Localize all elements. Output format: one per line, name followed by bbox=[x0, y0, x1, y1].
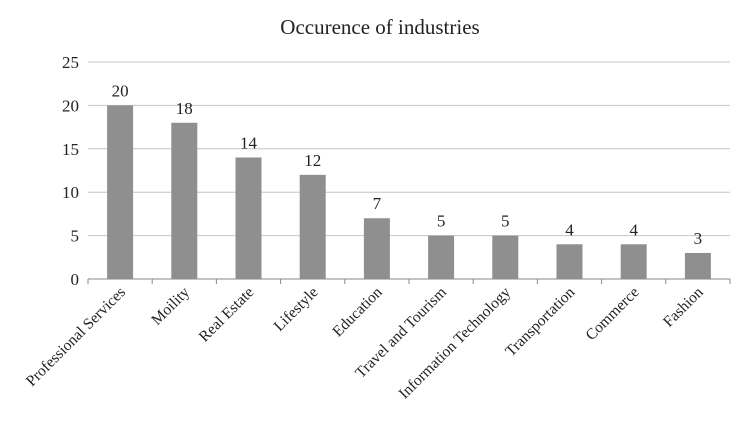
y-tick-label: 25 bbox=[62, 53, 79, 72]
bar bbox=[235, 157, 262, 279]
y-tick-label: 20 bbox=[62, 96, 79, 115]
data-label: 12 bbox=[304, 151, 321, 170]
bar bbox=[107, 105, 134, 280]
data-label: 5 bbox=[437, 212, 446, 231]
bar bbox=[556, 244, 583, 279]
y-tick-label: 5 bbox=[71, 227, 80, 246]
data-label: 3 bbox=[694, 229, 703, 248]
category-label: Professional Services bbox=[23, 284, 129, 390]
bar bbox=[299, 174, 326, 279]
category-label: Fashion bbox=[660, 284, 707, 331]
bar bbox=[620, 244, 647, 279]
bar bbox=[684, 252, 711, 279]
category-label: Information Technology bbox=[396, 284, 515, 403]
bar bbox=[428, 235, 455, 279]
data-label: 5 bbox=[501, 212, 510, 231]
y-tick-label: 10 bbox=[62, 183, 79, 202]
data-label: 7 bbox=[373, 194, 382, 213]
data-label: 18 bbox=[176, 99, 193, 118]
category-label: Real Estate bbox=[196, 284, 258, 346]
category-label: Lifestyle bbox=[271, 284, 322, 335]
data-label: 14 bbox=[240, 133, 258, 152]
data-label: 4 bbox=[565, 220, 574, 239]
y-axis-ticks: 0 5 10 15 20 25 bbox=[62, 53, 79, 289]
y-tick-label: 0 bbox=[71, 270, 80, 289]
category-label: Transportation bbox=[502, 284, 578, 360]
data-labels: 20 18 14 12 7 5 5 4 4 3 bbox=[112, 81, 703, 248]
data-label: 20 bbox=[112, 81, 129, 100]
bars bbox=[107, 105, 711, 280]
category-labels: Professional Services Moility Real Estate L… bbox=[23, 284, 707, 403]
bar bbox=[363, 218, 390, 279]
bar bbox=[171, 122, 198, 279]
bar bbox=[492, 235, 519, 279]
data-label: 4 bbox=[629, 220, 638, 239]
category-label: Education bbox=[329, 284, 386, 341]
y-tick-label: 15 bbox=[62, 140, 79, 159]
category-label: Commerce bbox=[582, 284, 642, 344]
chart-title: Occurence of industries bbox=[280, 15, 479, 39]
x-axis-ticks bbox=[87, 279, 731, 284]
category-label: Moility bbox=[148, 284, 193, 329]
